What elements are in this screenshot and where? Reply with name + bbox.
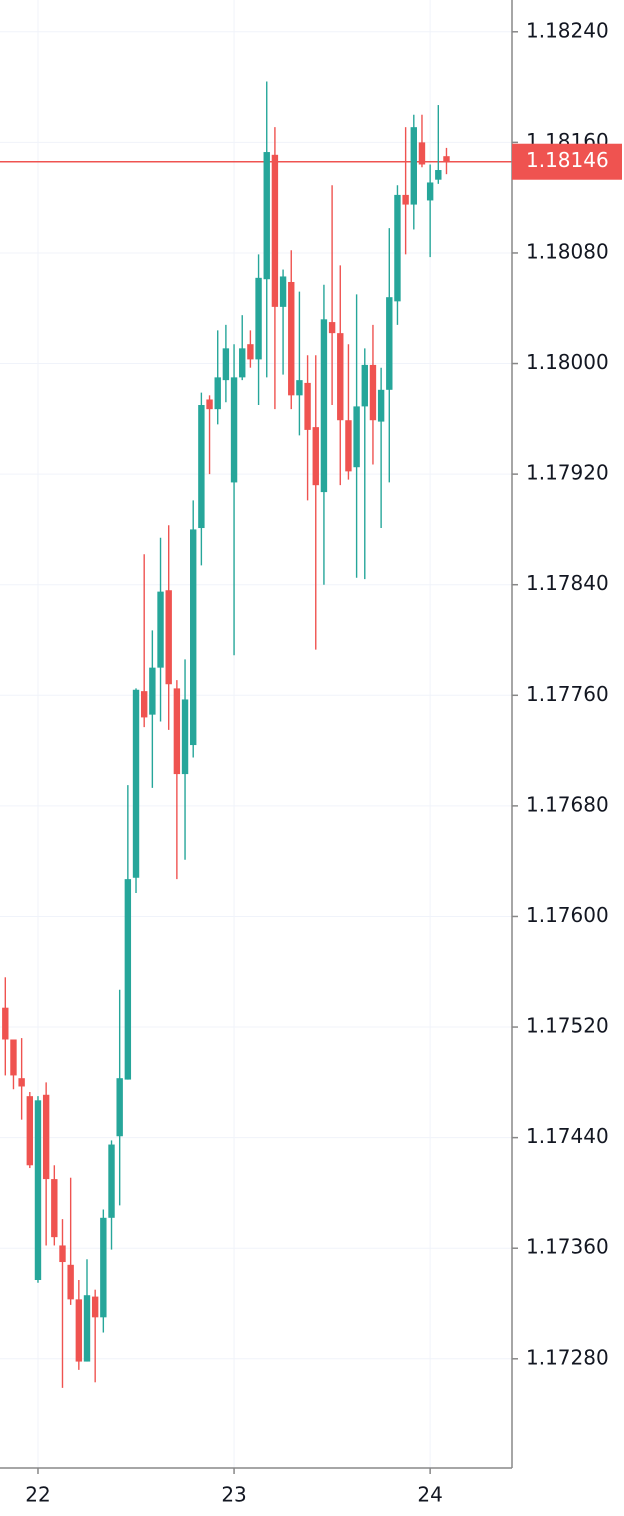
y-tick-label: 1.17520	[526, 1014, 609, 1038]
candle-body	[34, 1100, 42, 1281]
candle-body	[296, 380, 303, 396]
candle-body	[230, 377, 238, 483]
candle-body	[173, 688, 181, 775]
candle-body	[140, 691, 148, 718]
candle-body	[255, 277, 262, 360]
candle-body	[345, 420, 352, 472]
y-tick-label: 1.17280	[526, 1345, 609, 1369]
candle-body	[279, 276, 287, 307]
y-tick-label: 1.18080	[526, 239, 609, 263]
candle-body	[26, 1096, 34, 1166]
candle-body	[271, 154, 279, 307]
candle-body	[304, 382, 311, 430]
candle-body	[108, 1144, 115, 1218]
x-tick-label: 23	[221, 1483, 246, 1507]
candle-body	[132, 689, 140, 878]
candle-body	[165, 590, 172, 685]
candle-body	[198, 405, 205, 529]
candle-body	[10, 1039, 17, 1076]
candle-body	[190, 529, 197, 746]
last-price-box	[512, 143, 622, 180]
y-tick-label: 1.17600	[526, 903, 609, 927]
x-tick-label: 22	[25, 1483, 50, 1507]
candle-body	[239, 348, 246, 378]
candle-body	[361, 364, 368, 407]
candle-body	[100, 1217, 107, 1318]
candle-body	[18, 1078, 25, 1087]
candle-body	[59, 1245, 66, 1263]
candle-body	[116, 1078, 123, 1137]
candle-body	[67, 1264, 74, 1300]
y-tick-label: 1.17360	[526, 1235, 609, 1259]
y-tick-label: 1.17920	[526, 461, 609, 485]
candle-body	[426, 182, 434, 201]
candle-body	[42, 1094, 50, 1180]
candle-body	[402, 194, 409, 205]
y-tick-label: 1.17760	[526, 682, 609, 706]
candle-body	[263, 152, 270, 280]
candle-body	[206, 399, 213, 410]
candle-body	[410, 127, 417, 205]
y-tick-label: 1.17680	[526, 792, 609, 816]
candle-body	[247, 344, 254, 360]
candle-body	[418, 142, 426, 165]
y-tick-label: 1.17440	[526, 1124, 609, 1148]
candle-body	[435, 170, 442, 180]
candle-body	[353, 406, 360, 468]
candle-body	[394, 194, 401, 302]
y-tick-label: 1.18000	[526, 350, 609, 374]
candle-body	[386, 297, 393, 390]
candle-body	[157, 591, 164, 668]
last-price-label: 1.18146	[526, 148, 609, 172]
candle-body	[214, 377, 221, 410]
candle-body	[181, 699, 189, 775]
candle-body	[377, 389, 385, 422]
candle-body	[328, 322, 336, 334]
candle-body	[124, 879, 132, 1080]
candle-body	[312, 427, 319, 486]
y-tick-label: 1.18240	[526, 18, 609, 42]
candle-body	[83, 1295, 91, 1362]
candle-body	[91, 1296, 99, 1318]
candle-body	[75, 1299, 83, 1362]
candle-body	[2, 1007, 9, 1040]
candle-body	[369, 364, 377, 421]
candle-body	[337, 333, 344, 421]
x-tick-label: 24	[417, 1483, 442, 1507]
candle-body	[320, 319, 328, 493]
candle-body	[288, 281, 295, 396]
candle-body	[443, 156, 450, 162]
y-tick-label: 1.17840	[526, 571, 609, 595]
candle-body	[222, 348, 230, 381]
candle-body	[149, 667, 156, 715]
candle-body	[51, 1179, 58, 1238]
